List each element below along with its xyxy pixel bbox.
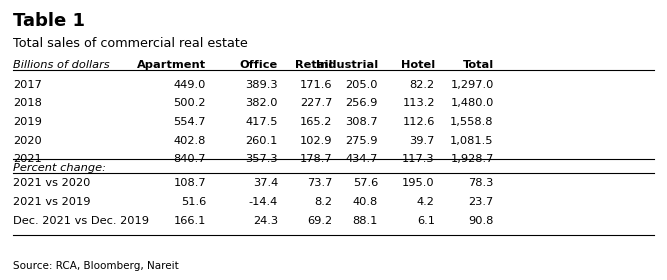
Text: 840.7: 840.7 bbox=[173, 154, 206, 164]
Text: 2021 vs 2020: 2021 vs 2020 bbox=[13, 178, 91, 188]
Text: Table 1: Table 1 bbox=[13, 12, 85, 31]
Text: Apartment: Apartment bbox=[137, 60, 206, 71]
Text: 2021 vs 2019: 2021 vs 2019 bbox=[13, 197, 91, 207]
Text: 6.1: 6.1 bbox=[417, 216, 435, 226]
Text: 82.2: 82.2 bbox=[410, 80, 435, 90]
Text: 78.3: 78.3 bbox=[468, 178, 494, 188]
Text: 402.8: 402.8 bbox=[173, 136, 206, 146]
Text: 37.4: 37.4 bbox=[253, 178, 278, 188]
Text: 178.7: 178.7 bbox=[299, 154, 332, 164]
Text: 1,081.5: 1,081.5 bbox=[450, 136, 494, 146]
Text: 1,558.8: 1,558.8 bbox=[450, 117, 494, 127]
Text: 2019: 2019 bbox=[13, 117, 42, 127]
Text: 8.2: 8.2 bbox=[314, 197, 332, 207]
Text: 389.3: 389.3 bbox=[245, 80, 278, 90]
Text: 308.7: 308.7 bbox=[346, 117, 378, 127]
Text: Industrial: Industrial bbox=[315, 60, 378, 71]
Text: 165.2: 165.2 bbox=[300, 117, 332, 127]
Text: Hotel: Hotel bbox=[401, 60, 435, 71]
Text: 40.8: 40.8 bbox=[353, 197, 378, 207]
Text: 434.7: 434.7 bbox=[346, 154, 378, 164]
Text: 500.2: 500.2 bbox=[173, 98, 206, 108]
Text: 357.3: 357.3 bbox=[245, 154, 278, 164]
Text: Office: Office bbox=[239, 60, 278, 71]
Text: Dec. 2021 vs Dec. 2019: Dec. 2021 vs Dec. 2019 bbox=[13, 216, 149, 226]
Text: Total: Total bbox=[462, 60, 494, 71]
Text: Total sales of commercial real estate: Total sales of commercial real estate bbox=[13, 37, 248, 50]
Text: 227.7: 227.7 bbox=[300, 98, 332, 108]
Text: 166.1: 166.1 bbox=[173, 216, 206, 226]
Text: 382.0: 382.0 bbox=[245, 98, 278, 108]
Text: 2020: 2020 bbox=[13, 136, 42, 146]
Text: 117.3: 117.3 bbox=[402, 154, 435, 164]
Text: 112.6: 112.6 bbox=[402, 117, 435, 127]
Text: 2018: 2018 bbox=[13, 98, 42, 108]
Text: Retail: Retail bbox=[295, 60, 332, 71]
Text: 449.0: 449.0 bbox=[173, 80, 206, 90]
Text: 2021: 2021 bbox=[13, 154, 42, 164]
Text: 260.1: 260.1 bbox=[245, 136, 278, 146]
Text: 69.2: 69.2 bbox=[307, 216, 332, 226]
Text: 256.9: 256.9 bbox=[346, 98, 378, 108]
Text: 88.1: 88.1 bbox=[353, 216, 378, 226]
Text: 23.7: 23.7 bbox=[468, 197, 494, 207]
Text: 1,480.0: 1,480.0 bbox=[450, 98, 494, 108]
Text: 275.9: 275.9 bbox=[346, 136, 378, 146]
Text: 205.0: 205.0 bbox=[346, 80, 378, 90]
Text: 1,928.7: 1,928.7 bbox=[450, 154, 494, 164]
Text: 90.8: 90.8 bbox=[468, 216, 494, 226]
Text: 51.6: 51.6 bbox=[181, 197, 206, 207]
Text: 2017: 2017 bbox=[13, 80, 42, 90]
Text: -14.4: -14.4 bbox=[249, 197, 278, 207]
Text: 4.2: 4.2 bbox=[417, 197, 435, 207]
Text: Source: RCA, Bloomberg, Nareit: Source: RCA, Bloomberg, Nareit bbox=[13, 261, 179, 271]
Text: 24.3: 24.3 bbox=[253, 216, 278, 226]
Text: Billions of dollars: Billions of dollars bbox=[13, 60, 110, 71]
Text: 113.2: 113.2 bbox=[402, 98, 435, 108]
Text: Percent change:: Percent change: bbox=[13, 163, 106, 173]
Text: 108.7: 108.7 bbox=[173, 178, 206, 188]
Text: 39.7: 39.7 bbox=[410, 136, 435, 146]
Text: 102.9: 102.9 bbox=[299, 136, 332, 146]
Text: 73.7: 73.7 bbox=[307, 178, 332, 188]
Text: 554.7: 554.7 bbox=[173, 117, 206, 127]
Text: 417.5: 417.5 bbox=[245, 117, 278, 127]
Text: 171.6: 171.6 bbox=[299, 80, 332, 90]
Text: 57.6: 57.6 bbox=[353, 178, 378, 188]
Text: 1,297.0: 1,297.0 bbox=[450, 80, 494, 90]
Text: 195.0: 195.0 bbox=[402, 178, 435, 188]
